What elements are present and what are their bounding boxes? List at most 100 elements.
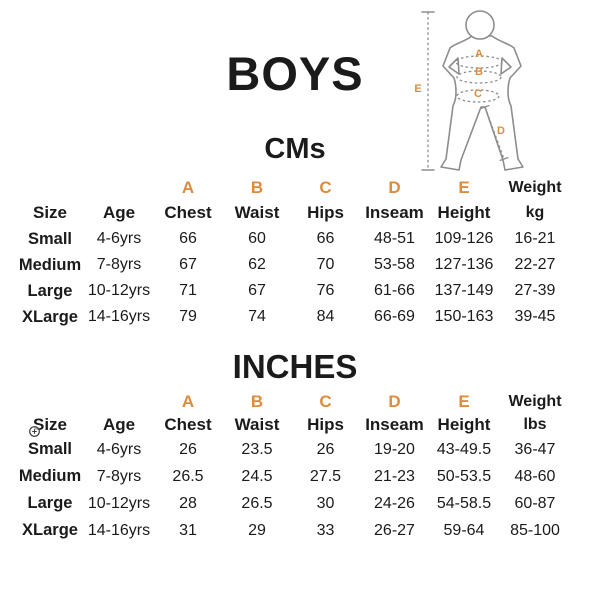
height-measure-line: E — [414, 11, 435, 171]
cm-row-xlarge: XLarge 14-16yrs 79 74 84 66-69 150-163 3… — [15, 304, 571, 330]
hips-measure-ellipse — [456, 89, 500, 103]
weight-cell: 16-21 — [514, 230, 556, 247]
inseam-cell: 24-26 — [374, 494, 415, 512]
cm-size-table: A B C D E Weight Size Age Chest Waist Hi… — [15, 176, 571, 330]
boy-figure-illustration: E A B C D — [400, 0, 580, 180]
waist-cell: 74 — [248, 308, 266, 325]
hips-cell: 30 — [316, 494, 335, 512]
zoom-cursor-icon — [28, 425, 41, 438]
chest-cell: 28 — [179, 494, 197, 512]
cm-header-height: Height — [437, 203, 491, 222]
hips-cell: 84 — [316, 308, 335, 325]
chest-label-a: A — [475, 48, 483, 60]
inseam-cell: 19-20 — [374, 440, 415, 458]
hips-cell: 66 — [316, 230, 335, 247]
age-cell: 4-6yrs — [96, 440, 142, 458]
inseam-cell: 21-23 — [374, 467, 415, 485]
waist-cell: 60 — [248, 230, 266, 247]
inches-weight-unit: lbs — [523, 416, 547, 433]
chest-cell: 79 — [179, 308, 197, 325]
boy-head — [465, 10, 495, 40]
inseam-dashed — [484, 106, 505, 160]
inseam-cell: 66-69 — [374, 308, 415, 325]
inseam-bottom-cap — [499, 156, 509, 162]
height-cell: 54-58.5 — [436, 494, 492, 512]
chest-measure-ellipse — [455, 55, 503, 69]
hips-cell: 26 — [316, 440, 335, 458]
size-cell: XLarge — [22, 307, 78, 326]
waist-cell: 23.5 — [241, 440, 273, 458]
spacer-cell — [15, 390, 85, 414]
cm-row-large: Large 10-12yrs 71 67 76 61-66 137-149 27… — [15, 278, 571, 304]
spacer-cell — [15, 176, 85, 200]
cm-col-letter-b: B — [250, 178, 264, 197]
height-cell: 59-64 — [443, 521, 485, 539]
inches-letter-row: A B C D E Weight — [15, 390, 571, 414]
age-cell: 7-8yrs — [96, 467, 142, 485]
inches-col-letter-a: A — [181, 392, 195, 411]
cm-letter-row: A B C D E Weight — [15, 176, 571, 200]
chest-cell: 66 — [179, 230, 197, 247]
inches-size-table: A B C D E Weight Size Age Chest Waist Hi… — [15, 390, 571, 544]
inches-row-xlarge: XLarge 14-16yrs 31 29 33 26-27 59-64 85-… — [15, 517, 571, 544]
height-label-e: E — [414, 83, 421, 95]
height-cell: 43-49.5 — [436, 440, 492, 458]
cm-col-letter-e: E — [458, 178, 470, 197]
inseam-cell: 48-51 — [374, 230, 415, 247]
size-cell: Medium — [18, 255, 82, 274]
size-cell: Large — [27, 281, 73, 300]
boy-figure-svg: E A B C D — [414, 10, 524, 171]
cm-weight-title: Weight — [508, 179, 562, 196]
chest-cell: 26 — [179, 440, 197, 458]
weight-cell: 48-60 — [514, 467, 556, 485]
left-arm-gap — [448, 57, 460, 75]
height-cell: 127-136 — [434, 256, 494, 273]
waist-cell: 24.5 — [241, 467, 273, 485]
weight-cell: 22-27 — [514, 256, 556, 273]
inches-col-letter-e: E — [458, 392, 470, 411]
height-cell: 137-149 — [434, 282, 494, 299]
inches-header-size: Size — [32, 415, 68, 434]
size-cell: XLarge — [22, 521, 78, 539]
inches-col-letter-d: D — [388, 392, 401, 411]
age-cell: 4-6yrs — [96, 230, 142, 247]
age-cell: 14-16yrs — [87, 308, 151, 325]
cms-heading: CMs — [264, 133, 326, 165]
size-cell: Medium — [18, 467, 82, 485]
size-cell: Large — [27, 494, 73, 512]
cm-row-small: Small 4-6yrs 66 60 66 48-51 109-126 16-2… — [15, 226, 571, 252]
spacer-cell — [85, 176, 153, 200]
chest-cell: 26.5 — [172, 467, 204, 485]
inches-col-letter-b: B — [250, 392, 264, 411]
age-cell: 10-12yrs — [87, 494, 151, 512]
page-title: BOYS — [226, 47, 364, 100]
inches-row-large: Large 10-12yrs 28 26.5 30 24-26 54-58.5 … — [15, 490, 571, 517]
inches-header-inseam: Inseam — [365, 415, 424, 434]
inches-weight-title: Weight — [508, 393, 562, 410]
inseam-cell: 61-66 — [374, 282, 415, 299]
weight-cell: 39-45 — [514, 308, 556, 325]
spacer-cell — [85, 390, 153, 414]
cm-col-letter-a: A — [181, 178, 195, 197]
height-cell: 50-53.5 — [436, 467, 492, 485]
cm-header-chest: Chest — [164, 203, 212, 222]
cm-header-age: Age — [102, 203, 136, 222]
cm-col-letter-c: C — [319, 178, 332, 197]
height-cell: 150-163 — [434, 308, 494, 325]
inseam-label-d: D — [497, 125, 505, 137]
inseam-cell: 26-27 — [374, 521, 415, 539]
right-arm-gap — [500, 57, 512, 75]
age-cell: 14-16yrs — [87, 521, 151, 539]
cm-header-size: Size — [32, 203, 68, 222]
chest-cell: 31 — [179, 521, 197, 539]
cm-header-row: Size Age Chest Waist Hips Inseam Height … — [15, 200, 571, 226]
cm-row-medium: Medium 7-8yrs 67 62 70 53-58 127-136 22-… — [15, 252, 571, 278]
size-cell: Small — [27, 440, 73, 458]
weight-cell: 36-47 — [514, 440, 556, 458]
waist-cell: 62 — [248, 256, 266, 273]
hips-cell: 76 — [316, 282, 335, 299]
cm-header-inseam: Inseam — [365, 203, 424, 222]
inches-header-chest: Chest — [164, 415, 212, 434]
weight-cell: 60-87 — [514, 494, 556, 512]
inches-header-waist: Waist — [234, 415, 280, 434]
